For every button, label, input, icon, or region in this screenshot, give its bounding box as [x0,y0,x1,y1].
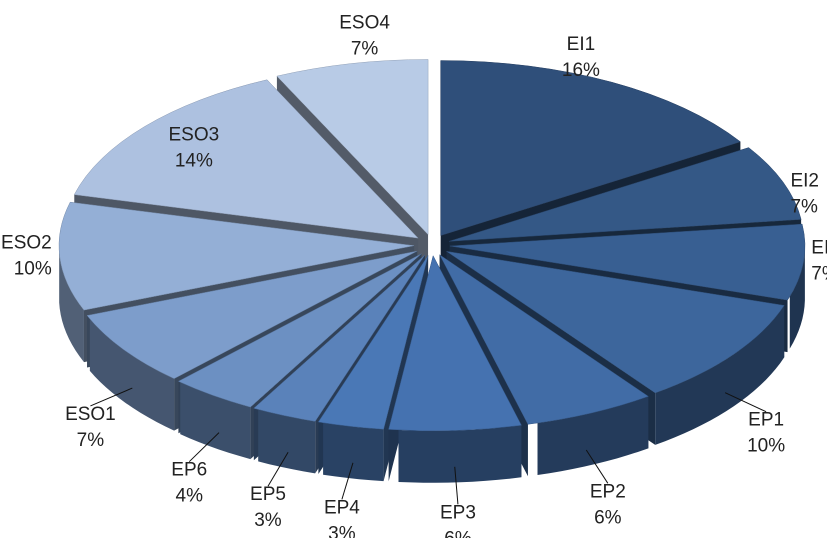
slice-ep6 [177,253,422,408]
slice-percent-ep3: 6% [444,528,472,538]
leader-line-ep3 [454,466,459,505]
slice-ei1 [440,60,741,236]
slice-label-ep6: EP6 [171,460,207,481]
slice-ep4 [317,255,429,430]
slice-label-ep3: EP3 [440,502,476,523]
slice-percent-ep1: 10% [747,436,785,457]
slice-percent-eso3: 14% [175,151,213,172]
slice-percent-ep4: 3% [328,523,356,538]
leader-line-eso1 [90,387,133,407]
slice-side-ep6 [180,382,251,460]
slice-eso1 [86,250,418,379]
slice-ei2 [448,147,802,242]
slice-ei3 [449,223,806,301]
leader-line-ep1 [724,392,767,413]
slice-percent-ei3: 7% [811,264,827,285]
slice-side-ei3 [789,248,805,349]
slice-eso4 [276,59,429,236]
slice-percent-eso4: 7% [351,38,379,59]
slice-percent-ep6: 4% [176,486,204,507]
slice-percent-ep2: 6% [594,507,622,528]
slice-percent-ei1: 16% [562,60,600,81]
slice-label-eso3: ESO3 [168,125,219,146]
slice-side-ep3 [398,425,522,483]
slice-label-ei1: EI1 [567,34,596,55]
slice-ep5 [253,254,426,422]
slice-label-ei3: EI3 [811,238,827,259]
leader-lines [90,387,767,505]
slice-side-ep2 [537,396,649,475]
slice-percent-eso2: 10% [14,259,52,280]
slice-label-ep1: EP1 [748,410,784,431]
slice-label-eso2: ESO2 [1,233,52,254]
slice-percent-eso1: 7% [77,430,105,451]
slice-ep2 [439,254,649,425]
leader-line-ep2 [585,449,609,484]
slice-label-ei2: EI2 [790,171,819,192]
slice-label-eso1: ESO1 [65,404,116,425]
slice-eso3 [73,79,419,239]
slice-percent-ei2: 7% [790,197,818,218]
slice-label-eso4: ESO4 [339,12,390,33]
slice-labels: EI1 16% EI2 7% EI3 7% EP1 10% EP2 6% EP3 6% EP4 3% EP5… [1,12,827,538]
leader-line-ep6 [188,432,220,463]
slice-ep1 [446,251,785,394]
slice-label-ep2: EP2 [590,481,626,502]
slice-eso2 [58,201,415,311]
slice-ep3 [388,255,522,432]
slice-side-ep5 [258,409,316,474]
slice-label-ep4: EP4 [324,497,360,518]
slice-side-ep1 [655,305,785,445]
slice-side-ep4 [323,422,384,482]
slice-label-ep5: EP5 [250,484,286,505]
leader-line-ep5 [267,452,289,487]
leader-line-ep4 [341,462,354,500]
slice-side-eso2 [59,250,84,363]
slice-side-eso1 [89,318,175,431]
pie-top-layer [58,59,806,432]
slice-percent-ep5: 3% [254,510,282,531]
